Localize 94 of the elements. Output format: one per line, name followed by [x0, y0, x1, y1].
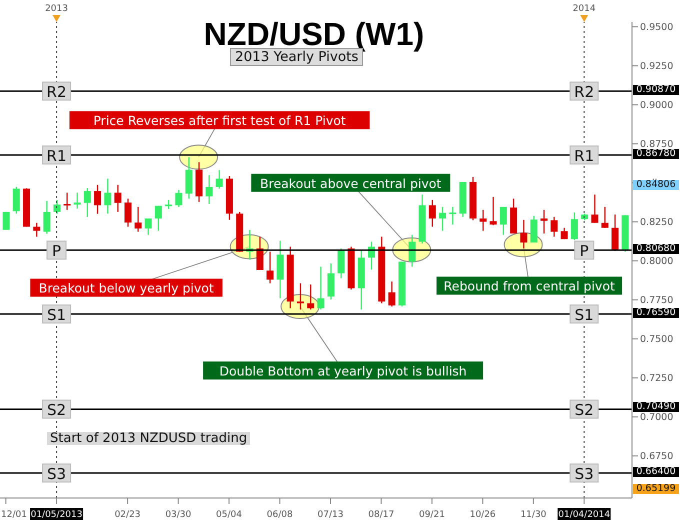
annotation: Breakout below yearly pivot [38, 280, 214, 296]
text: R2 [574, 83, 594, 102]
candlestick [185, 156, 192, 200]
candlestick [307, 284, 314, 310]
x-tick-label: 09/21 [418, 510, 445, 520]
text: S2 [574, 401, 594, 420]
candlestick [165, 199, 172, 210]
annotation: Rebound from central pivot [444, 278, 615, 294]
candlestick [317, 266, 324, 310]
candlestick [408, 234, 416, 268]
x-tick-label: 05/04 [216, 510, 242, 520]
candlestick [449, 206, 456, 226]
ref-line-label: P [52, 242, 62, 260]
x-tick-label: 02/23 [114, 510, 141, 520]
candlestick [612, 214, 619, 252]
text: S1 [574, 306, 594, 324]
candlestick [12, 186, 20, 214]
candlestick [216, 170, 223, 190]
candlestick [601, 206, 608, 228]
ref-line-label: S2 [46, 401, 66, 420]
y-tick-label: 0.9500 [640, 22, 674, 34]
text: 0.70490 [633, 400, 679, 412]
candlestick [327, 262, 334, 300]
candlestick [480, 209, 487, 232]
candlestick [266, 251, 274, 284]
x-tick-label: 10/26 [470, 510, 496, 520]
candlestick [428, 199, 436, 228]
text: 0.86780 [633, 148, 679, 159]
x-tick-label: 01/04/2014 [558, 510, 610, 520]
annotation: Breakout above central pivot [260, 176, 442, 191]
candlestick [206, 174, 213, 205]
candlestick [64, 192, 71, 211]
text: 0.90870 [633, 84, 679, 95]
x-tick-label: 01/05/2013 [30, 510, 82, 520]
x-tick-label: 06/08 [266, 510, 294, 520]
candlestick [74, 192, 81, 210]
candlestick [500, 206, 507, 236]
candlestick [154, 205, 162, 232]
x-tick-label: 12/01 [1, 510, 27, 520]
y-tick-label: 0.9250 [640, 61, 674, 72]
text: S3 [574, 465, 594, 484]
candlestick [550, 216, 558, 238]
y-tick-label: 0.6750 [640, 451, 674, 462]
y-tick-label: 0.7000 [640, 412, 674, 424]
x-tick-label: 08/17 [368, 510, 394, 520]
annotation: Price Reverses after first test of R1 Pivot [93, 113, 346, 128]
y-tick-label: 0.8000 [640, 256, 674, 268]
y-tick-label: 0.8750 [640, 139, 674, 150]
x-tick-label: 07/13 [318, 510, 344, 520]
candlestick [124, 198, 132, 228]
ref-line-label: S1 [46, 306, 66, 324]
candlestick [144, 218, 152, 236]
annotation: Double Bottom at yearly pivot is bullish [219, 364, 467, 379]
y-tick-label: 0.7500 [640, 334, 674, 346]
candlestick [591, 194, 598, 224]
candlestick [84, 187, 91, 218]
y-tick-label: 0.9000 [640, 100, 674, 112]
text: 0.65199 [633, 483, 679, 494]
candlestick [256, 236, 264, 271]
candlestick [2, 211, 10, 230]
candlestick [530, 215, 538, 244]
text: 0.84806 [633, 178, 679, 190]
y-tick-label: 0.7750 [640, 295, 674, 306]
candlestick [53, 199, 60, 214]
candlestick [439, 206, 446, 232]
candlestick [114, 184, 122, 213]
ref-line-label: 2013 [45, 4, 68, 14]
candlestick [175, 189, 182, 208]
candlestick [338, 248, 345, 279]
x-tick-label: 03/30 [165, 510, 192, 520]
y-tick-label: 0.7250 [640, 373, 674, 384]
x-tick-label: 11/30 [520, 510, 547, 520]
text: 0.66400 [633, 466, 679, 477]
text: R1 [574, 146, 594, 165]
text: 2013 Yearly Pivots [230, 48, 364, 66]
text: 0.76590 [633, 307, 679, 318]
candlestick [134, 206, 142, 232]
candlestick [540, 209, 548, 234]
candlestick [490, 196, 497, 226]
ref-line-label: R2 [46, 83, 67, 102]
annotation: Start of 2013 NZDUSD trading [47, 431, 250, 446]
candlestick [104, 178, 112, 214]
y-tick-label: 0.8250 [640, 217, 674, 228]
candlestick [520, 219, 528, 250]
ref-line-label: R1 [46, 146, 67, 165]
ref-line-label: 2014 [572, 4, 596, 14]
ref-line-label: S3 [46, 465, 66, 484]
candlestick [43, 200, 50, 234]
candlestick [570, 212, 578, 241]
candlestick [33, 222, 40, 238]
candlestick [388, 280, 396, 308]
text: P [580, 242, 589, 260]
candlestick [94, 184, 102, 214]
text: 0.80680 [633, 243, 679, 254]
